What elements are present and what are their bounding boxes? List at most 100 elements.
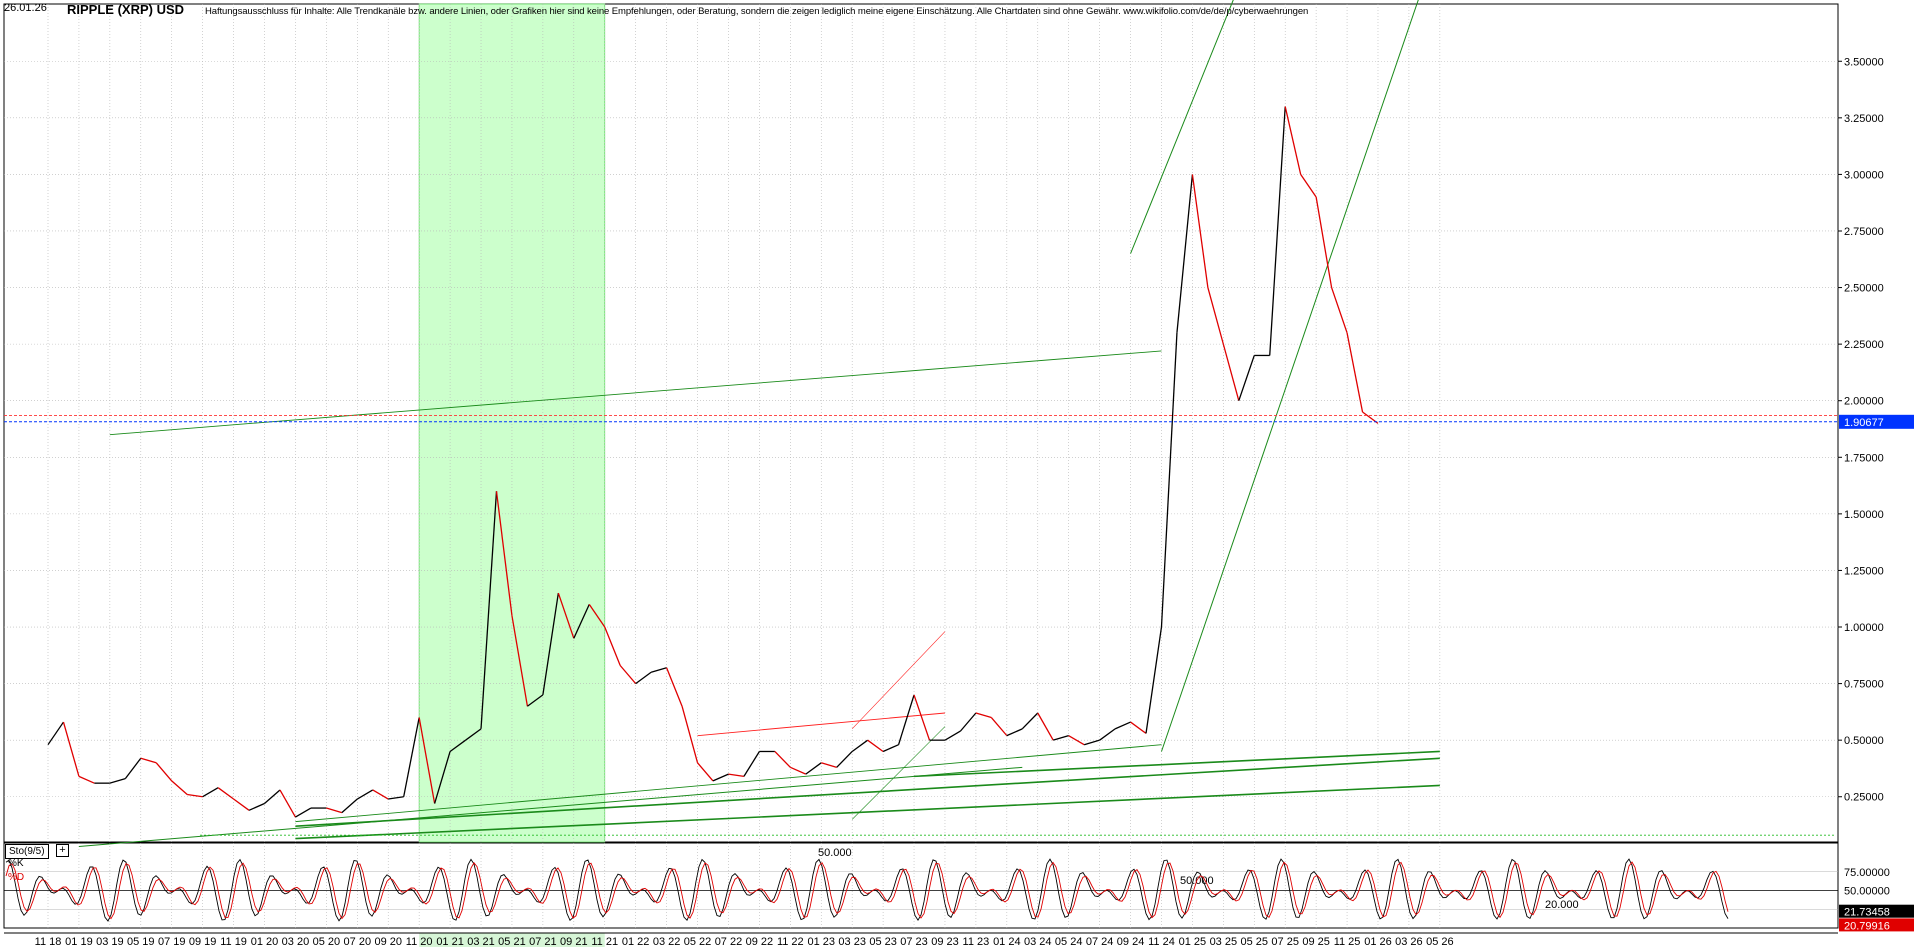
price-segment	[1330, 287, 1348, 334]
price-segment	[975, 712, 992, 719]
x-tick-label: 07 19	[158, 936, 186, 948]
price-segment	[913, 694, 931, 741]
price-segment	[1176, 174, 1194, 333]
x-tick-label: 07 23	[900, 936, 928, 948]
k-legend-label: %K	[8, 858, 24, 869]
x-tick-label: 01 22	[622, 936, 650, 948]
indicator-name[interactable]: Sto(9/5)	[5, 844, 49, 859]
x-tick-label: 01 21	[436, 936, 464, 948]
price-segment	[1238, 355, 1255, 401]
price-segment	[511, 615, 529, 707]
price-panel	[3, 3, 1839, 843]
x-tick-label: 03 20	[282, 936, 310, 948]
price-segment	[480, 491, 498, 729]
disclaimer-text: Haftungsausschluss für Inhalte: Alle Tre…	[205, 6, 1309, 17]
x-tick-label: 11 19	[220, 936, 247, 948]
price-marker-box	[1839, 414, 1914, 429]
main-trend-line	[78, 766, 1023, 848]
price-segment	[326, 807, 343, 814]
price-segment	[109, 778, 126, 784]
price-segment	[202, 787, 219, 798]
x-tick-label: 11 20	[406, 936, 433, 948]
price-segment	[882, 744, 899, 753]
price-segment	[1021, 712, 1039, 730]
price-segment	[650, 667, 667, 673]
x-tick-label: 01 25	[1179, 936, 1207, 948]
y-tick-label: 1.00000	[1844, 622, 1884, 634]
indicator-level-mark: 50.000	[818, 847, 852, 859]
price-segment	[867, 739, 884, 753]
x-tick-label: 01 24	[993, 936, 1021, 948]
x-tick-label: 11 21	[591, 936, 618, 948]
x-tick-label: 03 19	[96, 936, 124, 948]
price-segment	[356, 789, 374, 800]
axis-highlight-zone	[419, 933, 605, 947]
price-segment	[1037, 712, 1054, 741]
price-segment	[619, 665, 637, 685]
y-tick-label: 0.50000	[1844, 735, 1884, 747]
x-tick-label: 03 21	[467, 936, 495, 948]
x-tick-label: 09 24	[1117, 936, 1145, 948]
x-tick-label: 07 24	[1086, 936, 1114, 948]
price-segment	[1315, 196, 1333, 288]
x-tick-label: 11 22	[777, 936, 804, 948]
add-indicator-icon[interactable]: +	[56, 844, 69, 857]
highlight-zone	[418, 3, 606, 843]
x-tick-label: 07 25	[1271, 936, 1299, 948]
indicator-level-label: 75.00000	[1844, 867, 1890, 879]
price-segment	[821, 762, 837, 768]
price-segment	[1130, 721, 1147, 734]
x-tick-label: 09 20	[374, 936, 402, 948]
x-tick-label: 05 22	[684, 936, 712, 948]
x-tick-label: 11 25	[1334, 936, 1361, 948]
price-segment	[790, 766, 807, 775]
price-segment	[604, 626, 621, 666]
price-segment	[465, 728, 482, 741]
x-tick-label: 03 23	[838, 936, 866, 948]
price-segment	[1222, 343, 1240, 401]
y-tick-label: 2.00000	[1844, 396, 1884, 408]
price-segment	[542, 592, 559, 696]
price-segment	[1284, 106, 1302, 175]
price-segment	[743, 751, 760, 777]
price-segment	[1083, 739, 1100, 746]
x-tick-label: 05 20	[313, 936, 341, 948]
y-tick-label: 1.75000	[1844, 452, 1884, 464]
price-segment	[171, 780, 188, 795]
x-tick-label: 05 19	[127, 936, 155, 948]
price-segment	[418, 717, 436, 804]
price-segment	[836, 751, 853, 768]
d-legend-label: %D	[8, 872, 25, 883]
x-tick-label: 09 22	[746, 936, 774, 948]
x-tick-label: 05 21	[498, 936, 526, 948]
price-segment	[1346, 332, 1364, 413]
lower-trend-line-1	[295, 784, 1440, 840]
x-tick-label: 09 21	[560, 936, 588, 948]
y-tick-label: 1.25000	[1844, 565, 1884, 577]
price-segment	[697, 762, 714, 782]
y-tick-label: 2.25000	[1844, 339, 1884, 351]
price-segment	[527, 694, 544, 707]
x-tick-label: 05 24	[1055, 936, 1083, 948]
price-segment	[388, 796, 404, 800]
price-segment	[944, 730, 961, 741]
y-tick-label: 2.75000	[1844, 226, 1884, 238]
y-tick-label: 2.50000	[1844, 283, 1884, 295]
d-value-label: 20.79916	[1844, 920, 1890, 932]
x-tick-label: 07 21	[529, 936, 557, 948]
price-segment	[495, 491, 513, 616]
price-segment	[557, 592, 575, 639]
price-segment	[990, 717, 1008, 737]
price-segment	[217, 787, 234, 800]
price-segment	[62, 721, 80, 777]
x-tick-label: 03 25	[1210, 936, 1238, 948]
x-tick-label: 05 25	[1241, 936, 1269, 948]
indicator-level-label: 50.00000	[1844, 886, 1890, 898]
y-grid: 3.50000 3.25000 3.00000 2.75000 2.50000 2.250…	[4, 56, 1884, 804]
x-tick-label: 07 20	[344, 936, 372, 948]
x-tick-label: 11 24	[1148, 936, 1175, 948]
price-segment	[403, 717, 420, 797]
price-segment	[573, 604, 590, 639]
price-segment	[1300, 174, 1317, 198]
